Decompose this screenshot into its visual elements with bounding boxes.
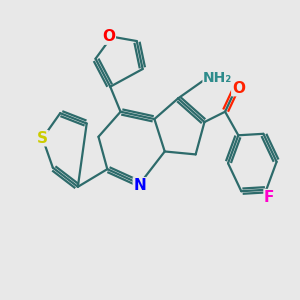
- Text: F: F: [264, 190, 274, 205]
- Text: S: S: [37, 131, 48, 146]
- Text: N: N: [133, 178, 146, 193]
- Text: NH₂: NH₂: [203, 71, 232, 85]
- Text: O: O: [232, 81, 245, 96]
- Text: O: O: [102, 29, 115, 44]
